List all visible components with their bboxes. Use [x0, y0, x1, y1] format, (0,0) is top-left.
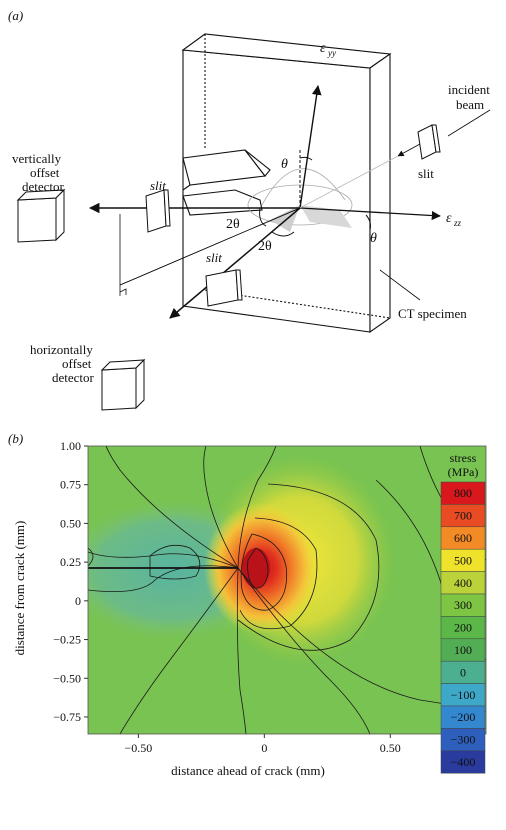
colorbar: 800 700 600 500 400 300 200 100 0 −100 −200 −300 −40…	[440, 481, 486, 774]
strain-yy-label: ε	[320, 41, 326, 56]
horizontal-slit	[205, 269, 243, 307]
y-tick-label: −0.75	[53, 710, 81, 724]
y-tick-label: 0.50	[60, 516, 81, 530]
strain-zz-subscript: zz	[453, 218, 462, 228]
vertical-slit-label: slit	[150, 178, 166, 193]
x-tick-label: −0.50	[124, 741, 152, 755]
colorbar-value-label: 800	[454, 486, 472, 500]
right-angle-mark	[119, 288, 127, 295]
specimen-leader	[379, 269, 421, 301]
y-tick-label: −0.25	[53, 633, 81, 647]
x-axis: −0.50 0 0.50	[124, 734, 401, 755]
two-theta-arc-1	[259, 207, 267, 227]
colorbar-value-label: −300	[451, 733, 476, 747]
y-tick-label: 0.75	[60, 478, 81, 492]
vertical-detector-box	[16, 188, 66, 243]
y-tick-label: −0.50	[53, 671, 81, 685]
incident-beam-through	[299, 155, 399, 209]
panel-b-label: (b)	[8, 431, 23, 446]
y-tick-label: 0.25	[60, 555, 81, 569]
x-tick-label: 0	[261, 741, 267, 755]
two-theta-label-2: 2θ	[258, 239, 272, 254]
horizontal-detector-label-3: detector	[52, 370, 95, 385]
construction-line-2	[119, 207, 301, 286]
colorbar-value-label: 600	[454, 531, 472, 545]
incident-beam-line	[447, 109, 491, 137]
x-axis-label: distance ahead of crack (mm)	[171, 763, 325, 778]
strain-zz-label: ε	[446, 211, 452, 226]
horizontal-detector-label-2: offset	[62, 356, 92, 371]
specimen-label: CT specimen	[398, 306, 467, 321]
colorbar-title-1: stress	[450, 451, 477, 465]
incident-slit-label: slit	[418, 166, 434, 181]
strain-yy-subscript: yy	[327, 48, 336, 58]
colorbar-swatch	[440, 750, 486, 774]
panel-a-label: (a)	[8, 8, 23, 23]
incident-beam-label-1: incident	[448, 82, 490, 97]
x-tick-label: 0.50	[380, 741, 401, 755]
ct-specimen	[181, 33, 392, 334]
theta-arc-right	[365, 214, 371, 231]
panel-a-diagram: (a) ε yy θ ε zz	[8, 8, 491, 411]
horizontal-diffracted-beam	[169, 207, 301, 319]
colorbar-value-label: 100	[454, 643, 472, 657]
colorbar-value-label: 300	[454, 598, 472, 612]
incident-beam-arrow	[397, 143, 421, 157]
theta-arc-top	[299, 156, 313, 161]
y-axis: 1.00 0.75 0.50 0.25 0 −0.25 −0.50 −0.75	[53, 439, 88, 724]
colorbar-value-label: 200	[454, 621, 472, 635]
horizontal-detector-label-1: horizontally	[30, 342, 93, 357]
panel-b-chart: (b)	[8, 431, 487, 778]
theta-top-label: θ	[281, 157, 288, 172]
two-theta-label-1: 2θ	[226, 217, 240, 232]
y-tick-label: 0	[75, 594, 81, 608]
colorbar-value-label: 700	[454, 509, 472, 523]
plot-frame	[87, 445, 487, 735]
theta-right-label: θ	[370, 231, 377, 246]
vertical-detector-label-3: detector	[22, 179, 65, 194]
strain-zz-arrow	[299, 207, 441, 221]
colorbar-value-label: 400	[454, 576, 472, 590]
y-tick-label: 1.00	[60, 439, 81, 453]
colorbar-value-label: 500	[454, 553, 472, 567]
colorbar-value-label: 0	[460, 665, 466, 679]
incident-beam-label-2: beam	[456, 97, 484, 112]
vertical-slit	[145, 189, 171, 233]
strain-yy-arrow	[299, 85, 322, 209]
vertical-detector-label-2: offset	[30, 165, 60, 180]
horizontal-slit-label: slit	[206, 250, 222, 265]
y-axis-label: distance from crack (mm)	[12, 521, 27, 656]
colorbar-value-label: −200	[451, 710, 476, 724]
colorbar-value-label: −100	[451, 688, 476, 702]
colorbar-value-label: −400	[451, 755, 476, 769]
vertical-detector-label-1: vertically	[12, 151, 62, 166]
two-theta-arc-2	[271, 231, 295, 237]
colorbar-title-2: (MPa)	[448, 465, 479, 479]
heatmap-field	[88, 446, 486, 734]
horizontal-detector-box	[100, 358, 146, 411]
incident-slit	[417, 124, 441, 160]
